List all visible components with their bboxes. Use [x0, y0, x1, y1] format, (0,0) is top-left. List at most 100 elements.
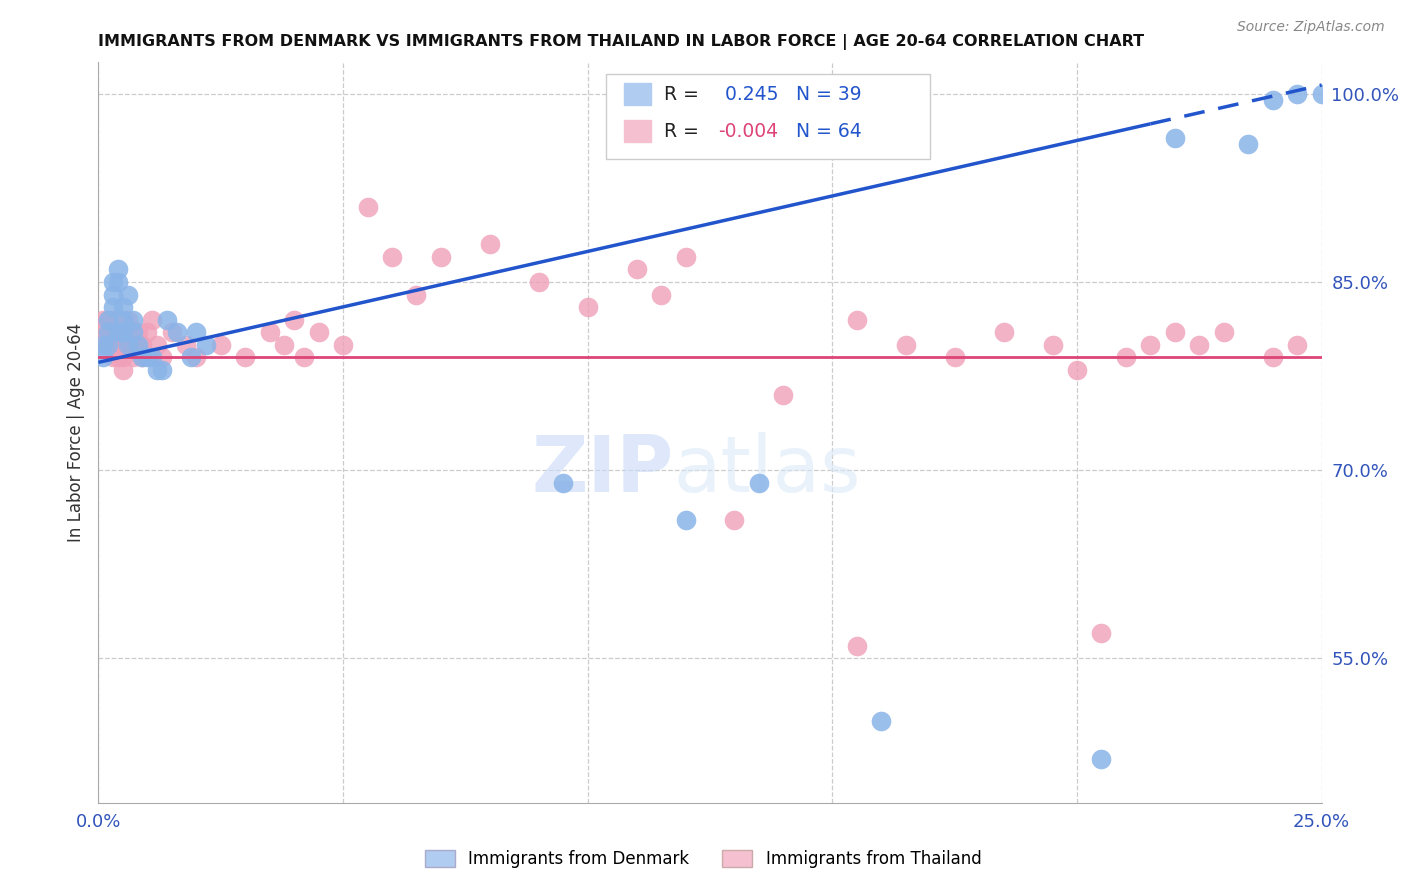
- Point: [107, 275, 129, 289]
- Point: [356, 200, 378, 214]
- Point: [121, 338, 143, 352]
- Point: [308, 325, 330, 339]
- Point: [156, 312, 179, 326]
- Text: N = 64: N = 64: [796, 122, 862, 141]
- Y-axis label: In Labor Force | Age 20-64: In Labor Force | Age 20-64: [66, 323, 84, 542]
- Point: [1090, 626, 1112, 640]
- Point: [1164, 130, 1187, 145]
- Point: [1237, 136, 1260, 151]
- Point: [101, 325, 124, 339]
- Point: [91, 338, 114, 352]
- Text: ZIP: ZIP: [531, 432, 673, 508]
- Point: [146, 338, 169, 352]
- Point: [1188, 338, 1211, 352]
- Point: [166, 325, 188, 339]
- Point: [650, 287, 672, 301]
- FancyBboxPatch shape: [624, 120, 651, 143]
- Point: [107, 338, 129, 352]
- Point: [381, 250, 404, 264]
- Point: [186, 351, 208, 365]
- Point: [107, 325, 129, 339]
- Point: [107, 262, 129, 277]
- Point: [117, 338, 139, 352]
- Point: [160, 325, 183, 339]
- Point: [101, 312, 124, 326]
- Point: [1042, 338, 1064, 352]
- Point: [1066, 363, 1088, 377]
- Point: [117, 325, 139, 339]
- Text: atlas: atlas: [673, 432, 860, 508]
- Point: [136, 351, 159, 365]
- Point: [1115, 351, 1137, 365]
- Point: [127, 338, 149, 352]
- Point: [146, 363, 169, 377]
- Point: [97, 338, 120, 352]
- Point: [195, 338, 218, 352]
- Point: [332, 338, 354, 352]
- Point: [101, 338, 124, 352]
- Point: [107, 325, 129, 339]
- Point: [675, 250, 697, 264]
- Point: [121, 325, 143, 339]
- Point: [1212, 325, 1234, 339]
- Point: [97, 312, 120, 326]
- Point: [748, 475, 770, 490]
- Point: [101, 351, 124, 365]
- Text: N = 39: N = 39: [796, 85, 862, 103]
- Point: [1261, 93, 1284, 107]
- Point: [894, 338, 917, 352]
- Point: [136, 325, 159, 339]
- Text: -0.004: -0.004: [718, 122, 779, 141]
- Point: [101, 300, 124, 314]
- Point: [91, 312, 114, 326]
- Point: [405, 287, 427, 301]
- Point: [111, 300, 134, 314]
- Point: [1261, 351, 1284, 365]
- Text: 0.245: 0.245: [718, 85, 778, 103]
- Point: [91, 338, 114, 352]
- Point: [723, 513, 745, 527]
- Point: [111, 351, 134, 365]
- Point: [97, 325, 120, 339]
- Point: [117, 312, 139, 326]
- Point: [993, 325, 1015, 339]
- Point: [127, 338, 149, 352]
- Text: Source: ZipAtlas.com: Source: ZipAtlas.com: [1237, 20, 1385, 34]
- Legend: Immigrants from Denmark, Immigrants from Thailand: Immigrants from Denmark, Immigrants from…: [418, 843, 988, 875]
- Point: [870, 714, 893, 729]
- Text: IMMIGRANTS FROM DENMARK VS IMMIGRANTS FROM THAILAND IN LABOR FORCE | AGE 20-64 C: IMMIGRANTS FROM DENMARK VS IMMIGRANTS FR…: [98, 34, 1144, 50]
- Point: [292, 351, 315, 365]
- Point: [176, 338, 198, 352]
- Point: [1286, 338, 1309, 352]
- Point: [943, 351, 966, 365]
- Point: [111, 325, 134, 339]
- Point: [107, 351, 129, 365]
- Point: [675, 513, 697, 527]
- Point: [91, 325, 114, 339]
- Point: [209, 338, 232, 352]
- Point: [772, 388, 794, 402]
- Point: [121, 312, 143, 326]
- Point: [117, 287, 139, 301]
- Point: [131, 351, 153, 365]
- Point: [1139, 338, 1161, 352]
- Point: [97, 312, 120, 326]
- Point: [845, 312, 868, 326]
- Point: [186, 325, 208, 339]
- Point: [527, 275, 550, 289]
- Point: [101, 275, 124, 289]
- Point: [111, 338, 134, 352]
- Point: [273, 338, 295, 352]
- Point: [91, 351, 114, 365]
- Point: [233, 351, 256, 365]
- FancyBboxPatch shape: [606, 73, 931, 159]
- Point: [180, 351, 202, 365]
- Point: [111, 312, 134, 326]
- Point: [150, 363, 173, 377]
- Point: [1286, 87, 1309, 101]
- FancyBboxPatch shape: [624, 83, 651, 105]
- Point: [127, 325, 149, 339]
- Point: [101, 287, 124, 301]
- Point: [430, 250, 453, 264]
- Point: [478, 237, 501, 252]
